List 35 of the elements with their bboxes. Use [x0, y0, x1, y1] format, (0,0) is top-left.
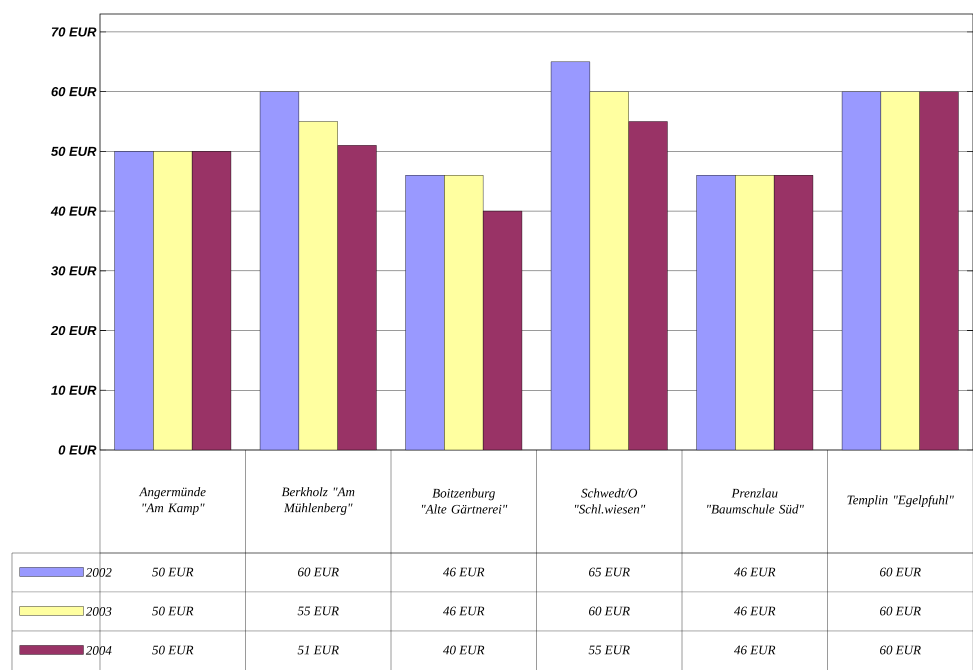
x-tick-label: Boitzenburg "Alte Gärtnerei": [422, 488, 508, 514]
y-tick-label: 20 EUR: [50, 326, 96, 336]
data-label: 40 EUR: [443, 646, 484, 654]
data-label: 60 EUR: [880, 606, 921, 616]
data-label: 50 EUR: [152, 646, 194, 654]
data-label: 60 EUR: [880, 646, 921, 654]
x-tick-label: Berkholz "Am Mühlenberg": [282, 487, 354, 515]
data-label: 60 EUR: [298, 568, 339, 576]
x-tick-label: Angermünde "Am Kamp": [138, 487, 206, 515]
data-label: 60 EUR: [589, 606, 630, 616]
data-label: 46 EUR: [734, 646, 776, 654]
data-label: 51 EUR: [298, 646, 339, 654]
data-label: 55 EUR: [298, 606, 339, 616]
data-label: 46 EUR: [443, 568, 484, 576]
legend-label: 2002: [86, 568, 112, 577]
data-label: 46 EUR: [443, 606, 484, 616]
y-tick-label: 0 EUR: [58, 445, 96, 455]
x-tick-label: Prenzlau "Baumschule Süd": [707, 488, 804, 514]
data-label: 55 EUR: [588, 646, 630, 654]
legend-label: 2004: [86, 646, 112, 655]
data-label: 65 EUR: [589, 568, 630, 576]
y-tick-label: 50 EUR: [51, 146, 96, 156]
y-tick-label: 60 EUR: [52, 87, 96, 96]
x-tick-label: Templin "Egelpfuhl": [847, 495, 954, 507]
y-tick-label: 70 EUR: [52, 27, 96, 37]
data-label: 46 EUR: [734, 568, 776, 576]
y-tick-label: 30 EUR: [51, 266, 96, 276]
data-label: 46 EUR: [734, 606, 776, 616]
y-tick-label: 40 EUR: [50, 206, 96, 216]
data-label: 50 EUR: [152, 606, 194, 616]
data-label: 50 EUR: [152, 568, 194, 576]
x-tick-label: Schwedt/O "Schl.wiesen": [574, 488, 646, 514]
data-label: 60 EUR: [880, 568, 921, 576]
legend-label: 2003: [86, 606, 112, 616]
y-tick-label: 10 EUR: [51, 386, 96, 395]
